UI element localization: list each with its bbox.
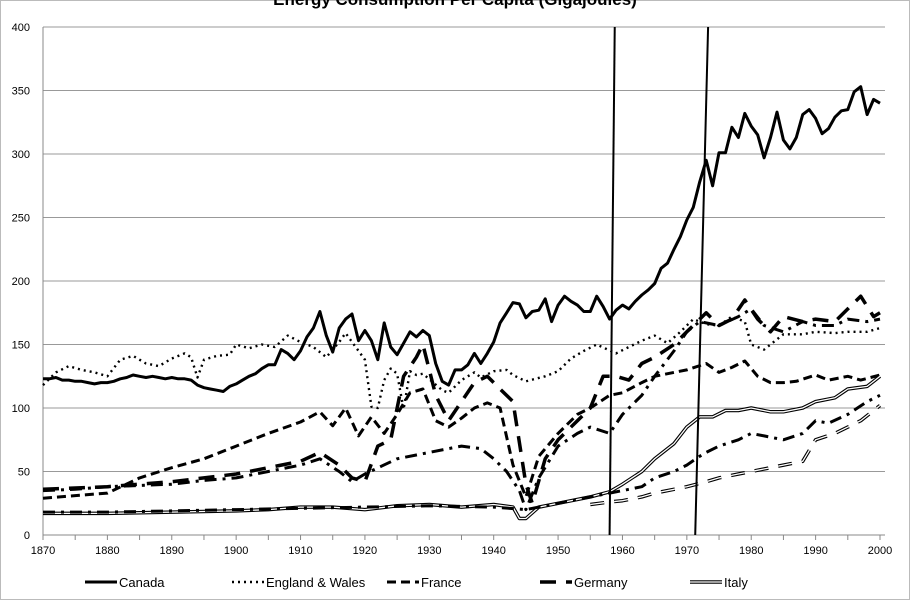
series-england-wales xyxy=(42,315,881,411)
vertical-marker-line xyxy=(694,26,710,536)
legend-label: Germany xyxy=(574,575,628,590)
y-tick-label: 400 xyxy=(12,22,30,34)
y-tick-label: 50 xyxy=(18,467,30,479)
series-unlabeled-6 xyxy=(43,393,881,514)
series-france xyxy=(42,359,881,500)
x-tick-label: 1920 xyxy=(353,545,377,557)
y-tick-label: 350 xyxy=(12,86,30,98)
x-tick-label: 1970 xyxy=(675,545,699,557)
chart-title: Energy Consumption Per Capita (Gigajoule… xyxy=(273,0,637,9)
legend: Canada England & Wales France Germany Italy xyxy=(85,575,748,590)
legend-label: Italy xyxy=(724,575,748,590)
y-tick-label: 250 xyxy=(12,213,30,225)
x-tick-label: 1940 xyxy=(481,545,505,557)
legend-label: France xyxy=(421,575,461,590)
series-unlabeled-7 xyxy=(590,404,882,507)
series-line xyxy=(42,315,881,411)
y-tick-label: 100 xyxy=(12,403,30,415)
x-tick-label: 1910 xyxy=(288,545,312,557)
series-germany xyxy=(42,294,881,506)
series-unlabeled-5 xyxy=(42,307,881,512)
x-tick-label: 1900 xyxy=(224,545,248,557)
legend-label: England & Wales xyxy=(266,575,366,590)
x-tick-label: 1990 xyxy=(803,545,827,557)
x-tick-label: 1880 xyxy=(95,545,119,557)
series-line xyxy=(43,393,881,514)
series-canada xyxy=(43,85,881,393)
series-line-inner xyxy=(590,404,881,506)
legend-label: Canada xyxy=(119,575,165,590)
x-tick-label: 1930 xyxy=(417,545,441,557)
x-tick-label: 2000 xyxy=(868,545,892,557)
x-tick-label: 1980 xyxy=(739,545,763,557)
x-tick-label: 1870 xyxy=(31,545,55,557)
x-tick-label: 1890 xyxy=(160,545,184,557)
y-tick-label: 0 xyxy=(24,530,30,542)
series-line xyxy=(43,85,881,393)
vertical-marker-line xyxy=(608,26,616,536)
x-tick-label: 1960 xyxy=(610,545,634,557)
series-line xyxy=(42,359,881,500)
y-tick-label: 300 xyxy=(12,149,30,161)
x-tick-label: 1950 xyxy=(546,545,570,557)
series-line xyxy=(42,294,881,506)
y-tick-label: 150 xyxy=(12,340,30,352)
series-line xyxy=(42,307,881,512)
y-tick-label: 200 xyxy=(12,276,30,288)
